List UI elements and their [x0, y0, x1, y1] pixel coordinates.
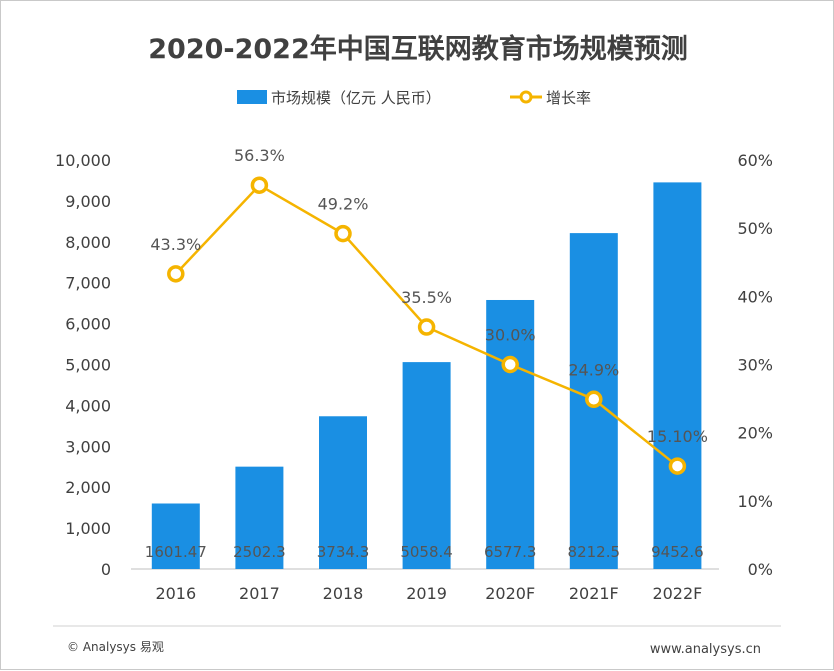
- left-tick-label: 1,000: [65, 519, 111, 538]
- left-axis: 0 1,000 2,000 3,000 4,000 5,000 6,000 7,000 8,00…: [55, 151, 111, 579]
- growth-rate-label: 43.3%: [150, 235, 201, 254]
- legend-bar-label: 市场规模（亿元 人民币）: [271, 89, 441, 107]
- growth-rate-label: 24.9%: [568, 360, 619, 379]
- legend-line-marker: [519, 90, 533, 104]
- bar-value-label: 5058.4: [400, 543, 453, 561]
- bar: [402, 362, 451, 569]
- bar-value-label: 8212.5: [568, 543, 621, 561]
- left-tick-label: 5,000: [65, 356, 111, 375]
- x-tick-label: 2019: [406, 584, 447, 603]
- bar: [486, 299, 535, 569]
- growth-rate-label: 30.0%: [485, 326, 536, 345]
- line-series: 43.3% 56.3% 49.2% 35.5% 30.0% 24.9% 15.10%: [150, 146, 708, 475]
- bar: [235, 466, 284, 569]
- growth-rate-point: [668, 457, 687, 475]
- bar: [151, 503, 200, 569]
- bar: [653, 182, 702, 569]
- left-tick-label: 8,000: [65, 233, 111, 252]
- right-tick-label: 0%: [748, 560, 773, 579]
- right-tick-label: 10%: [737, 492, 773, 511]
- left-tick-label: 10,000: [55, 151, 111, 170]
- bar-series: [151, 182, 702, 569]
- left-tick-label: 7,000: [65, 274, 111, 293]
- right-tick-label: 60%: [737, 151, 773, 170]
- right-tick-label: 30%: [737, 356, 773, 375]
- x-tick-label: 2022F: [652, 584, 702, 603]
- right-tick-label: 50%: [737, 219, 773, 238]
- chart-title: 2020-2022年中国互联网教育市场规模预测: [148, 33, 688, 65]
- bar-value-label: 2502.3: [233, 543, 286, 561]
- legend-line-label: 增长率: [546, 89, 591, 107]
- x-tick-label: 2018: [323, 584, 364, 603]
- left-tick-label: 6,000: [65, 315, 111, 334]
- left-tick-label: 9,000: [65, 192, 111, 211]
- bar-value-label: 1601.47: [145, 543, 207, 561]
- right-axis: 0% 10% 20% 30% 40% 50% 60%: [737, 151, 773, 579]
- legend: 市场规模（亿元 人民币） 增长率: [237, 89, 591, 107]
- growth-rate-point: [250, 176, 269, 194]
- growth-rate-label: 15.10%: [647, 427, 708, 446]
- x-tick-label: 2020F: [485, 584, 535, 603]
- growth-rate-label: 56.3%: [234, 146, 285, 165]
- x-tick-label: 2021F: [569, 584, 619, 603]
- bar-value-label: 3734.3: [317, 543, 370, 561]
- x-tick-label: 2017: [239, 584, 280, 603]
- growth-rate-label: 49.2%: [318, 195, 369, 214]
- left-tick-label: 2,000: [65, 478, 111, 497]
- right-tick-label: 20%: [737, 424, 773, 443]
- left-tick-label: 4,000: [65, 396, 111, 415]
- growth-rate-point: [585, 390, 603, 409]
- growth-rate-label: 35.5%: [401, 288, 452, 307]
- x-tick-label: 2016: [155, 584, 196, 603]
- left-tick-label: 0: [101, 560, 111, 579]
- bar-value-labels: 1601.47 2502.3 3734.3 5058.4 6577.3 8212.5 945…: [145, 543, 704, 561]
- growth-rate-point: [334, 224, 352, 243]
- right-tick-label: 40%: [737, 287, 773, 306]
- left-tick-label: 3,000: [65, 437, 111, 456]
- legend-bar-swatch: [237, 90, 267, 104]
- growth-rate-point: [501, 355, 519, 374]
- x-axis-labels: 2016 2017 2018 2019 2020F 2021F 2022F: [155, 584, 702, 603]
- bar: [319, 416, 367, 569]
- footer-url: www.analysys.cn: [650, 642, 761, 657]
- footer-source: © Analysys 易观: [67, 640, 164, 654]
- bar-value-label: 6577.3: [484, 543, 537, 561]
- growth-rate-point: [417, 318, 436, 336]
- bar-value-label: 9452.6: [651, 543, 704, 561]
- growth-rate-point: [167, 265, 185, 283]
